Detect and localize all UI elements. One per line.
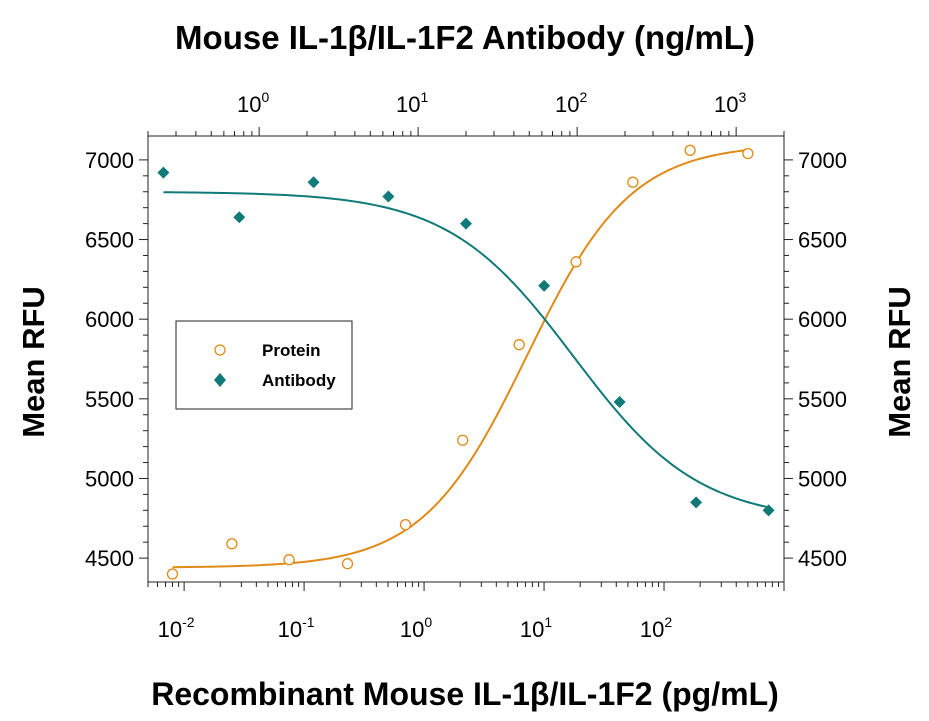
legend-antibody-marker [214,373,226,387]
legend-box [175,320,353,410]
protein-point [684,144,696,156]
bottom-tick-label: 10-1 [278,614,315,642]
antibody-point [762,504,775,517]
protein-point [166,568,179,580]
left-y-axis-ticks: 4500 5000 5500 6000 6500 7000 [85,148,148,571]
left-tick-label: 4500 [85,546,134,571]
bottom-tick-label: 10-2 [158,614,195,642]
right-tick-label: 5500 [798,387,847,412]
y-axis-label-left: Mean RFU [16,286,51,438]
protein-point [627,176,639,188]
protein-point [399,519,412,531]
right-tick-label: 6000 [798,307,847,332]
data-points [157,144,775,580]
right-y-axis-ticks: 4500 5000 5500 6000 6500 7000 [784,148,847,571]
antibody-point [538,279,551,292]
chart-title: Mouse IL-1β/IL-1F2 Antibody (ng/mL) [175,19,755,56]
antibody-point [460,217,472,230]
x-axis-label: Recombinant Mouse IL-1β/IL-1F2 (pg/mL) [151,676,779,712]
bottom-tick-label: 100 [400,614,432,642]
top-tick-label: 103 [714,89,746,117]
right-tick-label: 7000 [798,148,847,173]
protein-point [283,554,295,566]
right-tick-label: 5000 [798,466,847,491]
left-tick-label: 5500 [85,387,134,412]
fit-curves [163,148,769,569]
bottom-x-axis-ticks: 10-2 10-1 100 101 102 [147,582,785,642]
right-tick-label: 6500 [798,228,847,253]
antibody-point [233,211,246,224]
protein-point [226,538,238,550]
protein-fit-curve [172,148,748,569]
antibody-point [307,176,320,189]
protein-point [457,434,469,446]
bottom-tick-label: 101 [520,614,552,642]
top-tick-label: 102 [555,89,587,117]
legend-protein-marker [214,344,226,356]
left-tick-label: 7000 [85,148,134,173]
protein-point [513,339,525,351]
antibody-point [157,166,170,179]
top-tick-label: 100 [237,89,269,117]
bottom-tick-label: 102 [640,614,672,642]
legend: Protein Antibody [175,320,353,410]
legend-antibody-label: Antibody [262,371,336,390]
legend-protein-label: Protein [262,341,321,360]
antibody-point [613,396,626,409]
antibody-point [382,190,395,203]
antibody-point [690,496,703,509]
left-tick-label: 5000 [85,466,134,491]
protein-point [341,558,354,570]
right-tick-label: 4500 [798,546,847,571]
top-x-axis-ticks: 100 101 102 103 [147,89,785,136]
antibody-fit-curve [163,191,769,509]
protein-point [742,147,754,160]
y-axis-label-right: Mean RFU [882,286,917,438]
left-tick-label: 6500 [85,228,134,253]
left-tick-label: 6000 [85,307,134,332]
protein-point [570,256,582,268]
top-tick-label: 101 [396,89,428,117]
